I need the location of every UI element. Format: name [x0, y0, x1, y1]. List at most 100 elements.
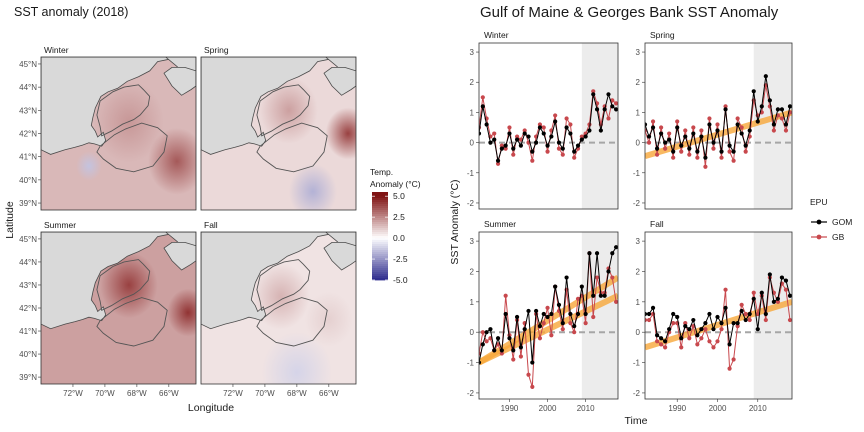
- series-point-gom: [699, 327, 704, 332]
- line-y-tick-label: 0: [470, 139, 475, 148]
- series-point-gom: [711, 327, 716, 332]
- map-y-tick-label: 42°N: [19, 130, 37, 139]
- series-point-gom: [503, 143, 508, 148]
- series-point-gom: [522, 131, 527, 136]
- map-y-tick-label: 41°N: [19, 153, 37, 162]
- anomaly-patch: [76, 151, 102, 181]
- map-y-axis-title: Latitude: [4, 201, 16, 239]
- line-y-tick-label: 2: [470, 267, 475, 276]
- series-point-gb: [695, 155, 700, 160]
- anomaly-patch: [260, 76, 318, 144]
- map-y-tick-label: 44°N: [19, 258, 37, 267]
- land-mass: [41, 232, 179, 330]
- series-point-gom: [480, 104, 485, 109]
- line-panel-title: Summer: [484, 219, 516, 229]
- series-point-gom: [545, 143, 550, 148]
- series-point-gom: [575, 311, 581, 317]
- colorbar-tick-label: 0.0: [393, 233, 405, 243]
- colorbar-segment: [372, 266, 388, 269]
- plot-area: [645, 272, 792, 371]
- series-point-gom: [751, 89, 756, 94]
- colorbar-segment: [372, 256, 388, 259]
- series-point-gom: [755, 119, 760, 124]
- series-point-gom: [598, 293, 603, 298]
- series-point-gb: [751, 290, 756, 295]
- series-point-gom: [479, 131, 482, 136]
- colorbar-segment: [372, 212, 388, 215]
- series-point-gb: [659, 342, 664, 347]
- series-point-gom: [606, 92, 611, 97]
- series-point-gom: [553, 284, 558, 289]
- series-point-gb: [654, 152, 660, 157]
- line-y-tick-label: 3: [470, 48, 475, 57]
- series-point-gom: [767, 98, 772, 103]
- line-y-tick-label: -1: [633, 169, 641, 178]
- series-point-gom: [715, 314, 720, 320]
- anomaly-patch: [304, 291, 353, 348]
- map-y-tick-label: 44°N: [19, 83, 37, 92]
- colorbar-segment: [372, 260, 388, 263]
- series-point-gb: [613, 101, 618, 106]
- series-point-gb: [731, 158, 736, 163]
- series-point-gom: [537, 125, 543, 130]
- map-panel-title: Summer: [44, 220, 76, 230]
- map-panel-spring: Spring: [200, 45, 357, 211]
- series-point-gb: [775, 299, 781, 304]
- series-point-gom: [654, 146, 660, 151]
- line-y-tick-label: 2: [470, 78, 475, 87]
- series-point-gb: [545, 149, 550, 154]
- recent-period-shade: [581, 232, 618, 399]
- colorbar-segment: [372, 200, 388, 203]
- line-x-tick-label: 1990: [501, 404, 519, 413]
- series-point-gb: [679, 149, 684, 154]
- anomaly-patch: [167, 288, 196, 337]
- series-point-gb: [507, 125, 512, 130]
- map-y-tick-label: 40°N: [19, 350, 37, 359]
- anomaly-patch: [148, 127, 196, 195]
- series-point-gom: [492, 348, 497, 353]
- series-point-gom: [675, 125, 680, 130]
- series-point-gom: [579, 284, 584, 289]
- series-point-gom: [583, 134, 588, 139]
- series-point-gb: [715, 122, 720, 127]
- series-point-gb: [564, 116, 569, 121]
- series-point-gom: [598, 128, 603, 133]
- series-point-gb: [492, 131, 497, 136]
- series-point-gb: [735, 324, 740, 329]
- series-point-gom: [594, 107, 600, 112]
- series-point-gom: [564, 125, 569, 130]
- series-point-gb: [743, 149, 748, 154]
- line-panels: Winter -2 -1 0 1 2 3 Spring -2 -1 0 1 2 3 Summer -2 -1 0 1…: [467, 30, 793, 413]
- series-point-gom: [691, 131, 696, 136]
- colorbar-segment: [372, 264, 388, 267]
- series-point-gom: [687, 146, 692, 151]
- series-point-gom: [645, 122, 648, 127]
- series-point-gom: [583, 311, 588, 317]
- series-point-gb: [723, 287, 728, 292]
- series-point-gom: [703, 320, 708, 326]
- map-panel-title: Spring: [204, 45, 229, 55]
- series-point-gom: [646, 311, 652, 317]
- series-point-gb: [480, 95, 485, 100]
- map-y-tick-label: 39°N: [19, 373, 37, 382]
- series-point-gb: [484, 339, 489, 344]
- series-point-gom: [747, 311, 752, 317]
- map-y-tick-label: 42°N: [19, 304, 37, 313]
- series-point-gom: [699, 134, 704, 139]
- map-x-axis-title: Longitude: [188, 402, 234, 414]
- series-point-gom: [679, 143, 684, 148]
- line-x-tick-label: 2000: [539, 404, 557, 413]
- series-point-gom: [530, 149, 535, 154]
- series-point-gom: [675, 314, 680, 320]
- map-x-tick-label: 68°W: [127, 389, 147, 398]
- series-point-gb: [779, 116, 785, 121]
- series-point-gom: [572, 149, 577, 154]
- series-point-gb: [560, 327, 565, 332]
- colorbar-segment: [372, 230, 388, 233]
- line-panel-title: Spring: [650, 30, 675, 40]
- line-y-tick-label: 1: [636, 298, 641, 307]
- series-point-gom: [591, 293, 596, 298]
- colorbar-segment: [372, 192, 388, 195]
- line-panel-fall: Fall -2 -1 0 1 2 3 1990 2000 2010: [633, 219, 793, 413]
